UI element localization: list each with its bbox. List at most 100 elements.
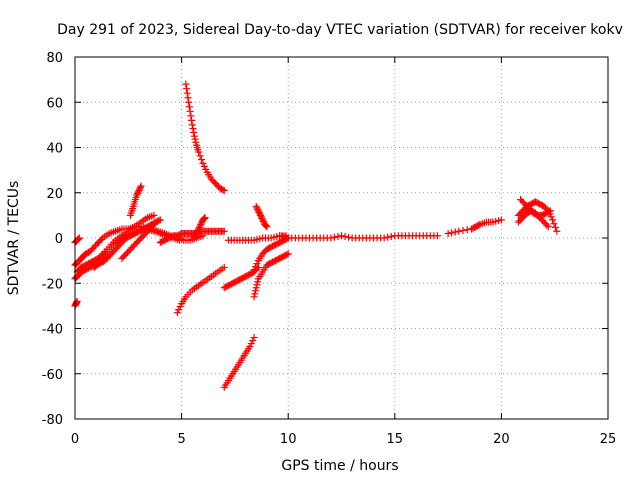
data-point [259,216,267,224]
data-point [188,116,196,124]
data-point [550,220,558,228]
series-arc-14 [220,334,258,391]
data-point [330,233,338,241]
data-point [551,223,559,231]
series-arc-8 [126,182,145,219]
data-point [543,221,551,229]
data-point [220,263,228,271]
data-point [258,214,266,222]
x-tick-label: 25 [600,432,617,447]
data-point [190,128,198,136]
data-point [380,234,388,242]
data-point [97,236,105,244]
data-point [252,202,260,210]
data-point [191,232,199,240]
y-tick-label: 80 [46,51,63,66]
data-point [194,226,202,234]
data-point [190,132,198,140]
data-point [200,162,208,170]
series-arc-10 [190,214,209,242]
y-tick-label: 40 [46,142,63,157]
data-points [71,80,561,391]
data-point [444,229,452,237]
plot-frame [74,56,609,420]
data-point [137,182,145,190]
data-point [253,260,261,268]
data-point [134,190,142,198]
data-point [341,232,349,240]
data-point [150,211,158,219]
data-point [175,306,183,314]
series-arc-21 [514,198,561,235]
y-tick-label: 60 [46,96,63,111]
data-point [183,89,191,97]
x-tick-label: 0 [71,432,79,447]
series-arc-5 [71,234,83,247]
data-point [195,225,203,233]
data-point [448,229,456,237]
data-point [463,226,471,234]
data-point [262,222,270,230]
data-point [183,85,191,93]
data-point [334,232,342,240]
data-point [255,208,263,216]
data-point [185,98,193,106]
data-point [190,234,198,242]
data-point [196,222,204,230]
data-point [75,234,83,242]
series-arc-17 [250,250,292,301]
series-arc-19 [276,232,441,242]
data-point [182,80,190,88]
data-point [193,228,201,236]
data-point [97,251,105,259]
data-point [201,214,209,222]
data-point [246,343,254,351]
data-point [176,303,184,311]
data-point [257,213,265,221]
y-tick-label: -40 [42,323,63,338]
data-point [75,235,83,243]
data-point [251,290,259,298]
x-tick-label: 15 [387,432,404,447]
data-point [545,208,553,216]
series-arc-15 [225,232,290,244]
data-point [192,138,200,146]
series-arc-11 [182,80,228,194]
data-point [254,207,262,215]
data-point [188,121,196,129]
data-point [136,183,144,191]
x-axis-label: GPS time / hours [281,458,398,474]
data-point [263,223,271,231]
data-point [187,112,195,120]
y-tick-label: 20 [46,187,63,202]
data-point [253,204,261,212]
data-point [136,185,144,193]
data-point [247,340,255,348]
data-point [249,337,257,345]
data-point [455,227,463,235]
data-point [433,232,441,240]
data-point [284,250,292,258]
data-point [195,148,203,156]
data-point [220,186,228,194]
data-point [193,229,201,237]
series-arc-23 [517,196,554,219]
data-point [544,223,552,231]
y-tick-label: -20 [42,277,63,292]
data-point [250,334,258,342]
series-arc-16 [252,202,271,231]
data-point [459,226,467,234]
data-point [451,228,459,236]
x-tick-label: 5 [177,432,185,447]
y-tick-label: 0 [55,232,63,247]
series-arc-18 [250,234,292,274]
data-point [197,219,205,227]
data-point [259,217,267,225]
data-point [185,103,193,111]
x-tick-label: 10 [280,432,297,447]
data-point [184,94,192,102]
data-point [199,159,207,167]
data-point [261,221,269,229]
data-point [173,309,181,317]
